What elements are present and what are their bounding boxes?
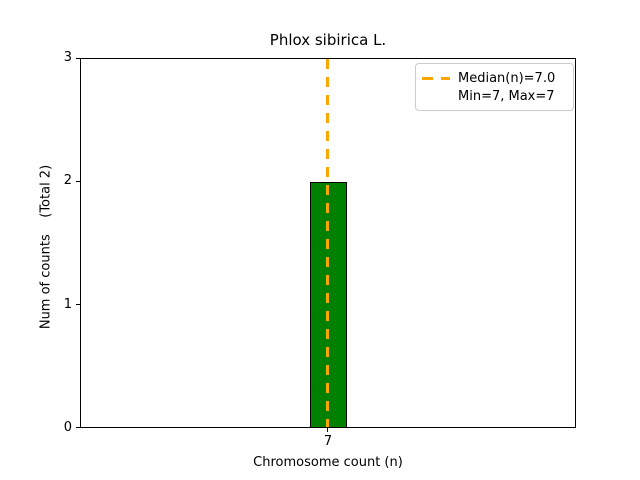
ytick-label-1: 1 <box>63 297 72 312</box>
legend-empty-swatch <box>422 95 450 98</box>
median-dashed-line <box>326 59 329 427</box>
ytick-mark <box>76 58 80 59</box>
ytick-mark <box>76 181 80 182</box>
y-axis-label: Num of counts (Total 2) <box>38 164 54 330</box>
legend-row-median: Median(n)=7.0 <box>422 70 566 87</box>
xtick-mark <box>327 428 328 432</box>
legend: Median(n)=7.0 Min=7, Max=7 <box>415 63 574 111</box>
ytick-label-3: 3 <box>63 50 72 65</box>
ytick-label-2: 2 <box>63 173 72 188</box>
legend-minmax-label: Min=7, Max=7 <box>458 88 555 104</box>
ytick-mark <box>76 304 80 305</box>
legend-row-minmax: Min=7, Max=7 <box>422 88 566 105</box>
ytick-mark <box>76 427 80 428</box>
xtick-label-7: 7 <box>323 434 333 449</box>
median-dashed-line-swatch <box>422 76 450 80</box>
ytick-label-0: 0 <box>63 420 72 435</box>
legend-median-label: Median(n)=7.0 <box>458 70 556 86</box>
plot-area <box>80 58 576 428</box>
x-axis-label: Chromosome count (n) <box>253 455 403 470</box>
chart-title: Phlox sibirica L. <box>269 31 387 49</box>
